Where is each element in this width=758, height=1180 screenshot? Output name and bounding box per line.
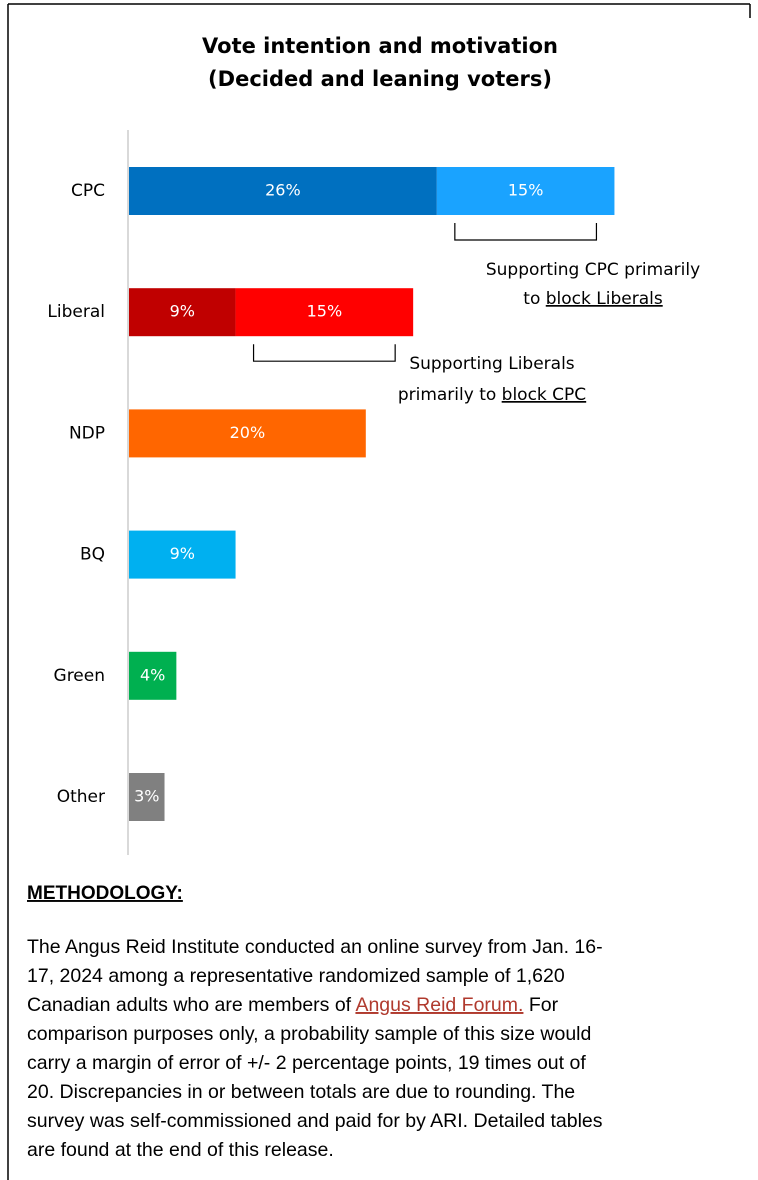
value-label: 9%: [170, 302, 195, 321]
annotation-text: Supporting CPC primarily: [486, 260, 700, 280]
value-label: 3%: [134, 787, 159, 806]
bar-segment: [129, 409, 366, 458]
category-label: CPC: [71, 181, 105, 201]
methodology-line: 20. Discrepancies in or between totals a…: [27, 1081, 575, 1103]
chart-title: Vote intention and motivation: [202, 34, 558, 58]
category-label: Other: [57, 787, 105, 807]
link[interactable]: Angus Reid Forum.: [355, 994, 523, 1016]
methodology-line: 17, 2024 among a representative randomiz…: [27, 965, 565, 987]
methodology-line: are found at the end of this release.: [27, 1139, 334, 1161]
chart-title: (Decided and leaning voters): [208, 67, 552, 91]
bar-segment: [129, 651, 177, 700]
annotation-line: Supporting CPC primarily: [486, 260, 700, 280]
methodology-heading: METHODOLOGY:: [27, 883, 183, 904]
value-label: 4%: [140, 665, 165, 684]
methodology-line: comparison purposes only, a probability …: [27, 1023, 591, 1045]
category-label: NDP: [69, 423, 105, 443]
value-label: 26%: [265, 181, 301, 200]
annotation-text: primarily to: [398, 385, 502, 405]
bracket: [252, 344, 396, 362]
annotation-line: Supporting Liberals: [409, 354, 574, 374]
category-label: Green: [54, 666, 105, 686]
bar-segment: [129, 773, 165, 821]
methodology-line: carry a margin of error of +/- 2 percent…: [27, 1052, 586, 1074]
annotation-line: primarily to block CPC: [398, 385, 586, 405]
bar-segment: [436, 167, 615, 215]
bar-segment: [235, 288, 414, 337]
category-label: BQ: [80, 545, 105, 565]
value-label: 20%: [230, 423, 266, 442]
methodology-line: The Angus Reid Institute conducted an on…: [27, 936, 603, 958]
annotation-underlined: block Liberals: [546, 289, 663, 309]
methodology-text: For: [523, 994, 558, 1016]
bracket: [454, 223, 598, 241]
methodology-line: Canadian adults who are members of Angus…: [27, 994, 559, 1016]
category-label: Liberal: [47, 302, 105, 322]
bar-segment: [129, 167, 437, 215]
value-label: 15%: [508, 181, 544, 200]
bar-segment: [129, 288, 236, 337]
bar-segment: [129, 530, 236, 579]
annotation-line: to block Liberals: [523, 289, 663, 309]
methodology-line: survey was self-commissioned and paid fo…: [27, 1110, 603, 1132]
annotation-text: to: [523, 289, 545, 309]
annotation-underlined: block CPC: [502, 385, 587, 405]
value-label: 15%: [307, 302, 343, 321]
annotation-text: Supporting Liberals: [409, 354, 574, 374]
value-label: 9%: [170, 544, 195, 563]
methodology-text: Canadian adults who are members of: [27, 994, 355, 1016]
